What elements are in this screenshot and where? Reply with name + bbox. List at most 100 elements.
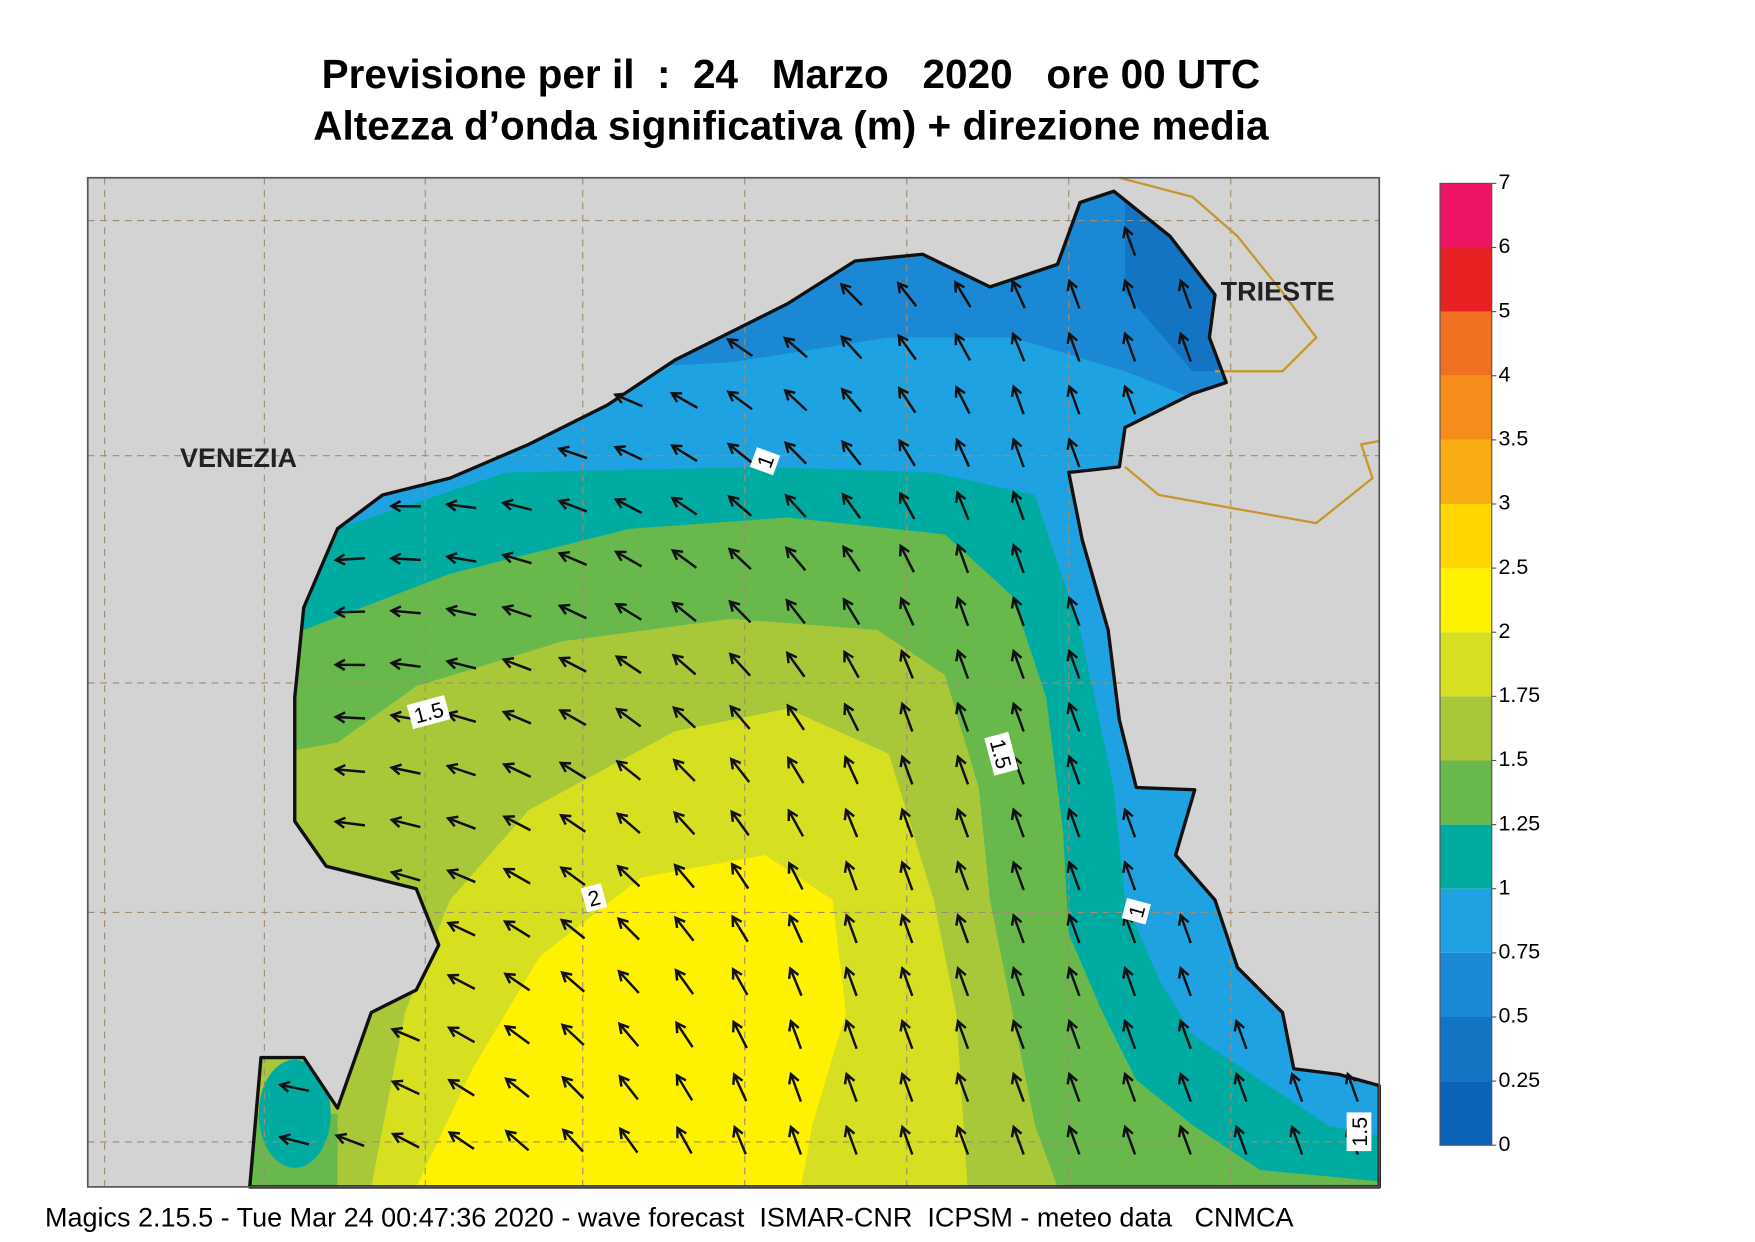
wave-arrow xyxy=(1066,966,1081,997)
wave-arrow xyxy=(1177,1124,1192,1155)
colorbar-tick-label: 0.75 xyxy=(1499,940,1541,964)
colorbar-tick-label: 1.25 xyxy=(1499,811,1541,835)
wave-band xyxy=(416,855,846,1187)
wave-arrow xyxy=(277,1080,310,1093)
wave-arrow xyxy=(390,1079,420,1096)
contour-label: 1 xyxy=(749,447,781,476)
wave-arrow xyxy=(613,550,643,568)
wave-arrow xyxy=(675,1073,694,1102)
wave-arrow xyxy=(675,1020,694,1048)
wave-arrow xyxy=(786,703,806,731)
wave-arrow xyxy=(673,863,695,889)
wave-arrow xyxy=(899,701,914,732)
wave-arrow xyxy=(560,1023,585,1046)
colorbar-tick-label: 1 xyxy=(1499,875,1511,899)
wave-arrow xyxy=(618,1074,639,1101)
wave-arrow xyxy=(1066,701,1081,732)
colorbar-tick-label: 0 xyxy=(1499,1132,1511,1156)
wave-arrow xyxy=(729,757,751,783)
colorbar-tick-label: 5 xyxy=(1499,298,1511,322)
contour-label-bg xyxy=(984,731,1019,776)
wave-arrow xyxy=(671,601,697,623)
wave-arrow xyxy=(728,599,752,624)
wave-arrow xyxy=(840,334,863,360)
wave-arrow xyxy=(501,709,532,725)
wave-arrow xyxy=(1010,1018,1025,1050)
footer: Magics 2.15.5 - Tue Mar 24 00:47:36 2020… xyxy=(45,1202,1294,1232)
title: Previsione per il : 24 Marzo 2020 ore 00… xyxy=(322,51,1261,97)
wave-arrow xyxy=(899,913,914,944)
wave-arrow xyxy=(899,860,914,891)
wave-arrow xyxy=(1066,384,1081,415)
wave-arrow xyxy=(333,606,366,619)
wave-arrow xyxy=(899,966,914,997)
contour-label-bg xyxy=(1121,897,1151,925)
wave-arrow xyxy=(1122,384,1137,415)
wave-arrow xyxy=(502,867,531,885)
wave-arrow xyxy=(1177,966,1192,997)
contour-label: 1 xyxy=(1121,897,1151,925)
wave-arrow xyxy=(501,551,532,565)
wave-arrow xyxy=(731,967,749,996)
wave-arrow xyxy=(1066,1124,1081,1155)
wave-arrow xyxy=(899,807,914,838)
wave-arrow xyxy=(728,652,752,677)
wave-arrow xyxy=(333,763,366,777)
wave-arrow xyxy=(501,656,532,672)
wave-arrow xyxy=(843,966,858,997)
wave-arrow xyxy=(1122,1124,1137,1155)
wave-arrow xyxy=(954,437,971,468)
wave-arrow xyxy=(782,336,808,359)
wave-arrow xyxy=(955,1124,970,1155)
wave-arrow xyxy=(333,658,366,671)
wave-arrow xyxy=(954,490,970,521)
wave-arrow xyxy=(558,813,586,833)
wave-arrow xyxy=(899,596,915,626)
wave-arrow xyxy=(788,1071,803,1103)
colorbar-bin xyxy=(1440,247,1492,312)
wave-arrow xyxy=(899,649,914,679)
city-label: VENEZIA xyxy=(180,443,297,473)
wave-arrow xyxy=(672,810,696,836)
colorbar-tick-label: 0.25 xyxy=(1499,1068,1541,1092)
wave-arrow xyxy=(502,920,531,939)
colorbar-bin xyxy=(1440,632,1492,697)
wave-arrow xyxy=(674,968,695,995)
wave-arrow xyxy=(1010,279,1026,309)
wave-arrow xyxy=(955,543,970,574)
colorbar-tick-label: 2.5 xyxy=(1499,555,1529,579)
wave-arrow xyxy=(1010,860,1025,891)
wave-arrow xyxy=(445,762,477,777)
wave-arrow xyxy=(1233,1124,1248,1155)
wave-arrow xyxy=(955,966,970,997)
wave-arrow xyxy=(787,755,805,784)
colorbar-bin xyxy=(1440,952,1492,1017)
wave-arrow xyxy=(730,809,750,837)
wave-arrow xyxy=(899,543,915,573)
colorbar-tick-label: 0.5 xyxy=(1499,1004,1529,1028)
wave-arrow xyxy=(726,337,754,357)
contour-label-bg xyxy=(406,695,451,730)
wave-arrow xyxy=(615,812,641,835)
wave-arrow xyxy=(788,1018,803,1050)
wave-arrow xyxy=(671,653,697,676)
wave-arrow xyxy=(1010,384,1025,415)
wave-arrow xyxy=(1122,225,1137,257)
arrows xyxy=(277,225,1359,1155)
wave-arrow xyxy=(843,755,859,785)
colorbar-bin xyxy=(1440,311,1492,376)
wave-arrow xyxy=(557,656,587,673)
wave-arrow xyxy=(732,1072,748,1102)
wave-arrow xyxy=(390,1026,421,1042)
colorbar: 0 0.25 0.5 0.75 1 1.25 1.5 1.75 2 2.5 3 3.5 4 5 6 7 xyxy=(1439,170,1541,1156)
wave-arrow xyxy=(446,921,476,937)
wave-arrow xyxy=(954,332,972,362)
wave-arrow xyxy=(1122,966,1137,997)
wave-arrow xyxy=(504,1129,530,1152)
wave-arrow xyxy=(389,605,421,618)
wave-arrow xyxy=(1066,595,1081,627)
wave-arrow xyxy=(840,387,862,413)
wave-arrow xyxy=(1066,807,1081,838)
wave-arrow xyxy=(1010,331,1026,362)
wave-arrow xyxy=(843,807,859,838)
